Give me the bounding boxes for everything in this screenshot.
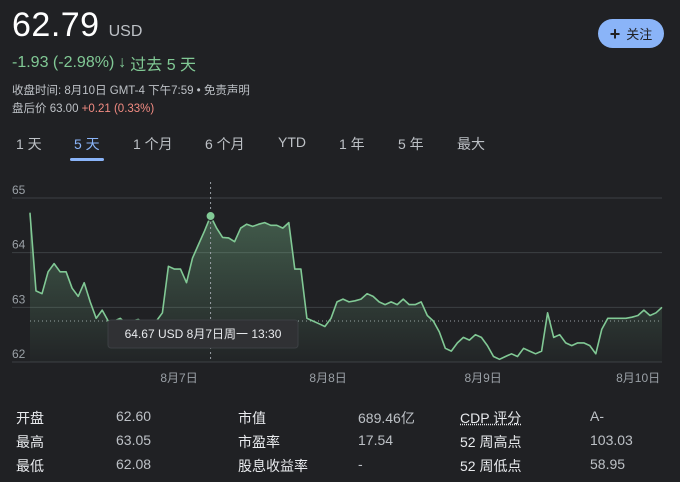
stat-value-market-cap: 689.46亿 [358,410,415,426]
currency-label: USD [108,23,143,40]
stat-value-52w-high: 103.03 [590,432,633,448]
tab-5y[interactable]: 5 年 [398,136,424,152]
disclaimer-link[interactable]: 免责声明 [203,85,250,97]
arrow-down-icon: ↓ [118,54,127,71]
stat-value-52w-low: 58.95 [590,456,626,472]
x-tick-label: 8月8日 [309,371,346,385]
stat-label-high: 最高 [16,434,44,450]
stat-label-dividend: 股息收益率 [238,458,308,474]
stat-label-market-cap: 市值 [238,410,266,426]
x-tick-label: 8月10日 [616,371,660,385]
stat-label-pe: 市盈率 [238,434,280,450]
price-header: 62.79 USD [12,6,142,45]
after-hours-change: +0.21 (0.33%) [81,103,155,115]
stat-value-pe: 17.54 [358,432,394,448]
x-tick-label: 8月7日 [160,371,197,385]
stat-label-52w-low: 52 周低点 [460,458,522,474]
tab-1y[interactable]: 1 年 [339,136,365,152]
current-price: 62.79 [12,6,100,44]
hover-point [205,211,216,222]
tab-max[interactable]: 最大 [457,136,485,152]
stat-value-open: 62.60 [116,408,152,424]
y-tick-label: 64 [12,238,26,252]
tab-1m[interactable]: 1 个月 [133,136,173,152]
tab-6m[interactable]: 6 个月 [205,136,245,152]
y-tick-label: 65 [12,183,26,197]
close-time: 收盘时间: 8月10日 GMT-4 下午7:59 • [12,85,204,97]
stat-value-low: 62.08 [116,456,152,472]
change-period: 过去 5 天 [130,57,197,74]
price-chart[interactable]: 65 64 63 62 8月7日 8月8日 8月9日 8月10日 64.67 USD 8月7日周… [0,180,680,390]
follow-button-label: 关注 [626,27,653,42]
stat-label-cdp[interactable]: CDP 评分 [460,410,522,426]
tab-5d[interactable]: 5 天 [70,130,104,161]
after-hours-price: 盘后价 63.00 [12,103,82,115]
price-change: -1.93 (-2.98%) ↓ 过去 5 天 [12,51,196,75]
stat-label-52w-high: 52 周高点 [460,434,522,450]
stats-table: 开盘 62.60 最高 63.05 最低 62.08 市值 689.46亿 市盈… [0,402,680,482]
stat-value-dividend: - [358,456,363,472]
change-value: -1.93 (-2.98%) [12,54,115,71]
tab-1d[interactable]: 1 天 [16,136,42,152]
y-tick-label: 63 [12,292,26,306]
y-tick-label: 62 [12,347,26,361]
hover-tooltip [107,319,299,349]
stat-value-high: 63.05 [116,432,152,448]
stat-label-open: 开盘 [16,410,44,426]
after-hours-row: 盘后价 63.00 +0.21 (0.33%) [12,100,154,116]
close-time-row: 收盘时间: 8月10日 GMT-4 下午7:59 • 免责声明 [12,82,250,98]
stat-value-cdp: A- [590,408,604,424]
follow-button[interactable]: + 关注 [598,19,664,48]
stat-label-low: 最低 [16,458,44,474]
hover-tooltip-label: 64.67 USD 8月7日周一 13:30 [125,327,282,341]
x-tick-label: 8月9日 [464,371,501,385]
tab-ytd[interactable]: YTD [278,134,306,150]
plus-icon: + [609,23,621,44]
